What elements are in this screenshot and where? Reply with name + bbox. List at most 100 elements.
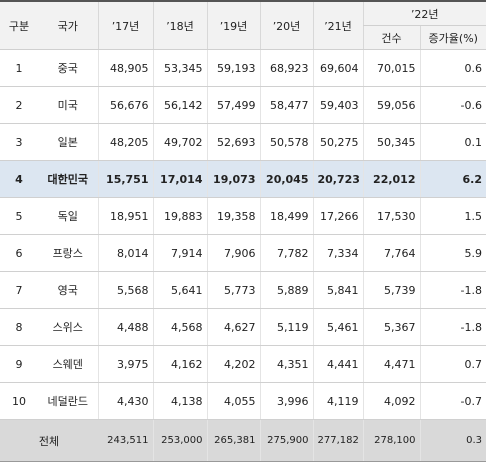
country: 미국	[38, 86, 98, 124]
cell: 5.9	[419, 234, 486, 272]
data-row: 8 스위스 4,488 4,568 4,627 5,119 5,461 5,367 -1.8	[0, 308, 486, 346]
cell: 17,266	[312, 197, 363, 235]
cell: 68,923	[259, 49, 313, 87]
cell: 5,773	[206, 271, 260, 309]
row-number: 2	[0, 86, 38, 124]
country: 스웨덴	[38, 345, 98, 383]
cell: 17,014	[152, 160, 207, 198]
cell: 265,381	[206, 419, 260, 462]
cell: 69,604	[312, 49, 363, 87]
row-number: 6	[0, 234, 38, 272]
cell: 52,693	[206, 123, 260, 161]
cell: 20,723	[312, 160, 363, 198]
cell: 7,914	[152, 234, 207, 272]
cell: 5,461	[312, 308, 363, 346]
cell: 57,499	[206, 86, 260, 124]
cell: 5,739	[362, 271, 420, 309]
cell: 48,905	[97, 49, 153, 87]
column-header: ’20년	[259, 0, 313, 50]
cell: 18,951	[97, 197, 153, 235]
cell: 17,530	[362, 197, 420, 235]
cell: 5,641	[152, 271, 207, 309]
cell: 19,073	[206, 160, 260, 198]
cell: -1.8	[419, 271, 486, 309]
cell: 58,477	[259, 86, 313, 124]
cell: 59,193	[206, 49, 260, 87]
row-number: 7	[0, 271, 38, 309]
cell: 59,056	[362, 86, 420, 124]
data-row: 7 영국 5,568 5,641 5,773 5,889 5,841 5,739 -1.8	[0, 271, 486, 309]
cell: 3,996	[259, 382, 313, 420]
data-row: 1 중국 48,905 53,345 59,193 68,923 69,604 70,015 0…	[0, 49, 486, 87]
column-header: ’21년	[312, 0, 363, 50]
country: 일본	[38, 123, 98, 161]
country: 중국	[38, 49, 98, 87]
cell: 275,900	[259, 419, 313, 462]
cell: 3,975	[97, 345, 153, 383]
data-row: 10 네덜란드 4,430 4,138 4,055 3,996 4,119 4,092 -0.7	[0, 382, 486, 420]
row-number: 9	[0, 345, 38, 383]
cell: 59,403	[312, 86, 363, 124]
cell: 50,275	[312, 123, 363, 161]
cell: 5,568	[97, 271, 153, 309]
cell: 4,202	[206, 345, 260, 383]
data-row: 5 독일 18,951 19,883 19,358 18,499 17,266 17,530 1…	[0, 197, 486, 235]
country: 독일	[38, 197, 98, 235]
country: 대한민국	[38, 160, 98, 198]
cell: 0.6	[419, 49, 486, 87]
data-row: 6 프랑스 8,014 7,914 7,906 7,782 7,334 7,764 5.9	[0, 234, 486, 272]
row-number: 5	[0, 197, 38, 235]
header-row: 구분 국가 ’17년 ’18년 ’19년 ’20년 ’21년 ’22년	[0, 0, 486, 50]
data-row: 3 일본 48,205 49,702 52,693 50,578 50,275 50,345 0…	[0, 123, 486, 161]
cell: 4,488	[97, 308, 153, 346]
cell: 1.5	[419, 197, 486, 235]
cell: 4,162	[152, 345, 207, 383]
column-header: ’19년	[206, 0, 260, 50]
total-label: 전체	[0, 419, 98, 462]
cell: 20,045	[259, 160, 313, 198]
cell: 7,782	[259, 234, 313, 272]
cell: 0.1	[419, 123, 486, 161]
cell: -0.7	[419, 382, 486, 420]
cell: 4,627	[206, 308, 260, 346]
cell: -1.8	[419, 308, 486, 346]
row-number: 3	[0, 123, 38, 161]
cell: 277,182	[312, 419, 363, 462]
data-row: 2 미국 56,676 56,142 57,499 58,477 59,403 59,056-…	[0, 86, 486, 124]
cell: 0.7	[419, 345, 486, 383]
column-header: 구분	[0, 0, 38, 50]
cell: 70,015	[362, 49, 420, 87]
country: 영국	[38, 271, 98, 309]
cell: 4,055	[206, 382, 260, 420]
cell: -0.6	[419, 86, 486, 124]
cell: 50,578	[259, 123, 313, 161]
cell: 15,751	[97, 160, 153, 198]
cell: 19,358	[206, 197, 260, 235]
row-number: 8	[0, 308, 38, 346]
data-row: 4 대한민국 15,751 17,014 19,073 20,045 20,723 22,01…	[0, 160, 486, 198]
column-header: ’17년	[97, 0, 153, 50]
cell: 4,471	[362, 345, 420, 383]
country: 네덜란드	[38, 382, 98, 420]
cell: 8,014	[97, 234, 153, 272]
row-number: 10	[0, 382, 38, 420]
cell: 7,334	[312, 234, 363, 272]
sub-header: 증가율(%)	[419, 25, 486, 50]
cell: 7,764	[362, 234, 420, 272]
cell: 48,205	[97, 123, 153, 161]
column-header: ’18년	[152, 0, 207, 50]
row-number: 4	[0, 160, 38, 198]
cell: 6.2	[419, 160, 486, 198]
cell: 4,092	[362, 382, 420, 420]
cell: 22,012	[362, 160, 420, 198]
total-row: 전체 243,511 253,000 265,381 275,900 277,182 278…	[0, 419, 486, 462]
cell: 5,119	[259, 308, 313, 346]
cell: 0.3	[419, 419, 486, 462]
cell: 4,430	[97, 382, 153, 420]
cell: 5,889	[259, 271, 313, 309]
row-number: 1	[0, 49, 38, 87]
cell: 5,367	[362, 308, 420, 346]
data-row: 9 스웨덴 3,975 4,162 4,202 4,351 4,441 4,471 0.7	[0, 345, 486, 383]
country: 스위스	[38, 308, 98, 346]
